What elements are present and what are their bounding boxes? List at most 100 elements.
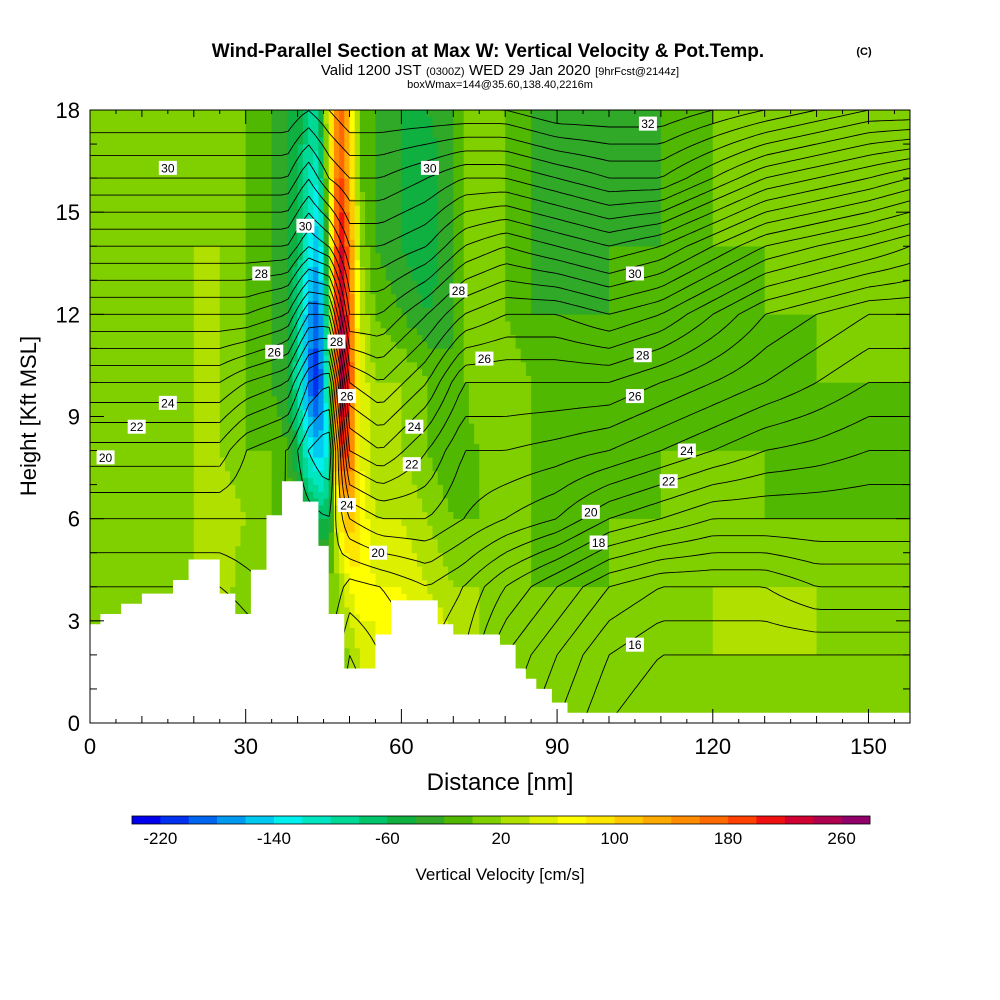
w-cell	[365, 368, 377, 376]
w-cell	[365, 286, 371, 295]
w-cell	[219, 279, 247, 288]
w-cell	[328, 552, 335, 560]
w-cell	[370, 416, 402, 424]
w-cell	[370, 341, 397, 349]
w-cell	[660, 470, 766, 479]
w-cell	[344, 245, 351, 254]
w-cell	[608, 518, 910, 526]
w-cell	[531, 470, 662, 479]
w-cell	[90, 279, 195, 288]
w-cell	[406, 525, 434, 533]
contour-label-text: 24	[340, 499, 354, 513]
w-cell	[349, 647, 361, 656]
chart-subtitle: Valid 1200 JST (0300Z) WED 29 Jan 2020 […	[321, 62, 679, 79]
w-cell	[193, 491, 236, 499]
contour-label-bg	[625, 389, 644, 404]
w-cell	[323, 300, 330, 308]
w-cell	[375, 123, 402, 131]
w-cell	[230, 470, 273, 479]
w-cell	[816, 375, 910, 383]
w-cell	[660, 157, 714, 165]
w-cell	[453, 252, 465, 261]
w-cell	[292, 361, 299, 370]
w-cell	[453, 579, 532, 588]
w-cell	[339, 184, 345, 193]
w-cell	[333, 286, 340, 295]
w-cell	[479, 606, 714, 615]
w-cell	[608, 538, 910, 547]
w-cell	[328, 545, 335, 554]
w-cell	[271, 171, 288, 179]
w-cell	[344, 634, 356, 642]
y-tick-label: 6	[68, 507, 80, 532]
w-cell	[432, 300, 454, 308]
w-cell	[292, 307, 299, 315]
w-cell	[245, 395, 278, 404]
w-cell	[287, 395, 294, 404]
w-cell	[531, 559, 610, 567]
w-cell	[302, 157, 314, 165]
w-cell	[245, 314, 273, 322]
w-cell	[307, 293, 314, 302]
w-cell	[349, 259, 356, 267]
w-cell	[448, 620, 480, 628]
w-cell	[816, 368, 910, 376]
w-cell	[333, 518, 340, 526]
w-cell	[245, 402, 278, 410]
contour-label-bg	[405, 419, 424, 434]
w-cell	[328, 259, 335, 267]
w-cell	[468, 409, 532, 417]
w-cell	[354, 164, 361, 172]
w-cell	[339, 136, 345, 145]
w-cell	[531, 191, 662, 199]
w-cell	[193, 443, 221, 451]
w-cell	[297, 382, 304, 390]
w-cell	[370, 402, 402, 410]
w-cell	[313, 191, 319, 199]
w-cell	[313, 409, 319, 417]
w-cell	[344, 320, 351, 329]
w-cell	[193, 470, 231, 479]
w-cell	[479, 640, 714, 649]
w-cell	[297, 436, 304, 445]
w-cell	[354, 259, 361, 267]
w-cell	[307, 402, 314, 410]
w-cell	[712, 627, 818, 635]
w-cell	[349, 477, 356, 485]
w-cell	[313, 416, 325, 424]
w-cell	[193, 552, 236, 560]
w-cell	[219, 436, 247, 445]
w-cell	[318, 307, 325, 315]
w-cell	[193, 245, 221, 254]
w-cell	[479, 675, 910, 683]
w-cell	[354, 443, 361, 451]
w-cell	[297, 157, 304, 165]
w-cell	[333, 457, 340, 465]
w-cell	[271, 457, 288, 465]
w-cell	[396, 293, 423, 302]
w-cell	[292, 273, 299, 281]
w-cell	[318, 191, 325, 199]
w-cell	[323, 259, 330, 267]
w-cell	[359, 559, 371, 567]
w-cell	[375, 245, 402, 254]
w-cell	[660, 211, 714, 220]
w-cell	[401, 218, 439, 227]
w-cell	[297, 300, 304, 308]
w-cell	[302, 388, 309, 397]
w-cell	[427, 511, 454, 519]
w-cell	[344, 382, 351, 390]
w-cell	[359, 157, 377, 165]
w-cell	[287, 409, 294, 417]
w-cell	[313, 354, 319, 363]
w-cell	[370, 545, 413, 554]
w-cell	[401, 450, 428, 458]
w-cell	[219, 300, 247, 308]
w-cell	[344, 252, 351, 261]
w-cell	[328, 423, 335, 431]
w-cell	[90, 354, 195, 363]
w-cell	[359, 382, 371, 390]
w-cell	[271, 164, 288, 172]
colorbar-swatch	[188, 816, 218, 824]
